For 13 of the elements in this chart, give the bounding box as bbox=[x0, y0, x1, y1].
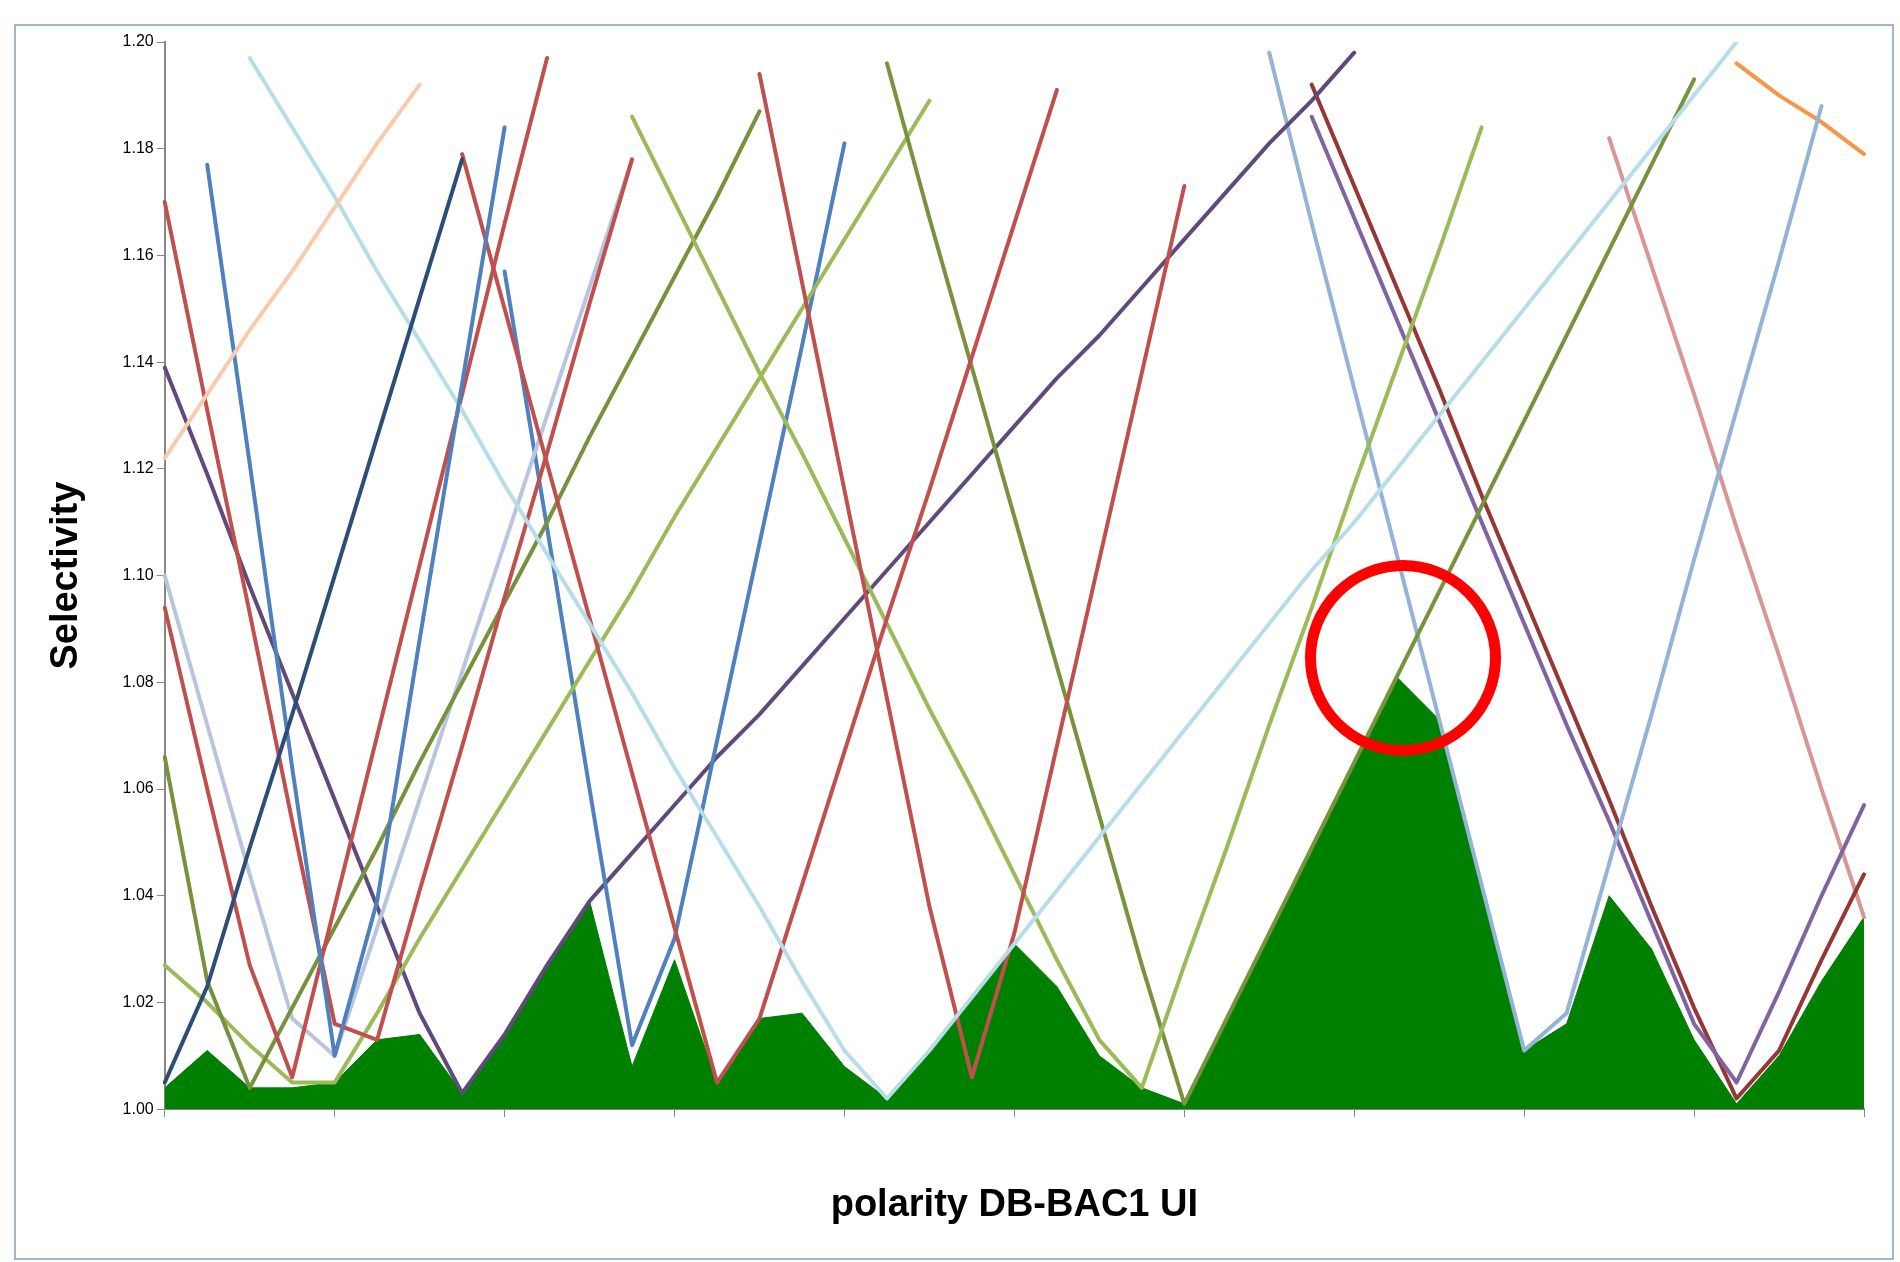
y-tick-label: 1.06 bbox=[122, 779, 154, 797]
y-tick-label: 1.12 bbox=[122, 459, 154, 477]
y-tick-label: 1.14 bbox=[122, 352, 154, 370]
y-tick-label: 1.18 bbox=[122, 139, 154, 157]
y-tick-label: 1.02 bbox=[122, 992, 154, 1010]
y-tick-label: 1.20 bbox=[122, 32, 154, 50]
y-tick-label: 1.00 bbox=[122, 1099, 154, 1117]
y-tick-label: 1.16 bbox=[122, 245, 154, 263]
y-tick-label: 1.04 bbox=[122, 886, 154, 904]
y-tick-label: 1.10 bbox=[122, 566, 154, 584]
y-tick-label: 1.08 bbox=[122, 672, 154, 690]
y-axis-title: Selectivity bbox=[43, 481, 86, 670]
x-axis-title: polarity DB-BAC1 UI bbox=[830, 1181, 1199, 1224]
